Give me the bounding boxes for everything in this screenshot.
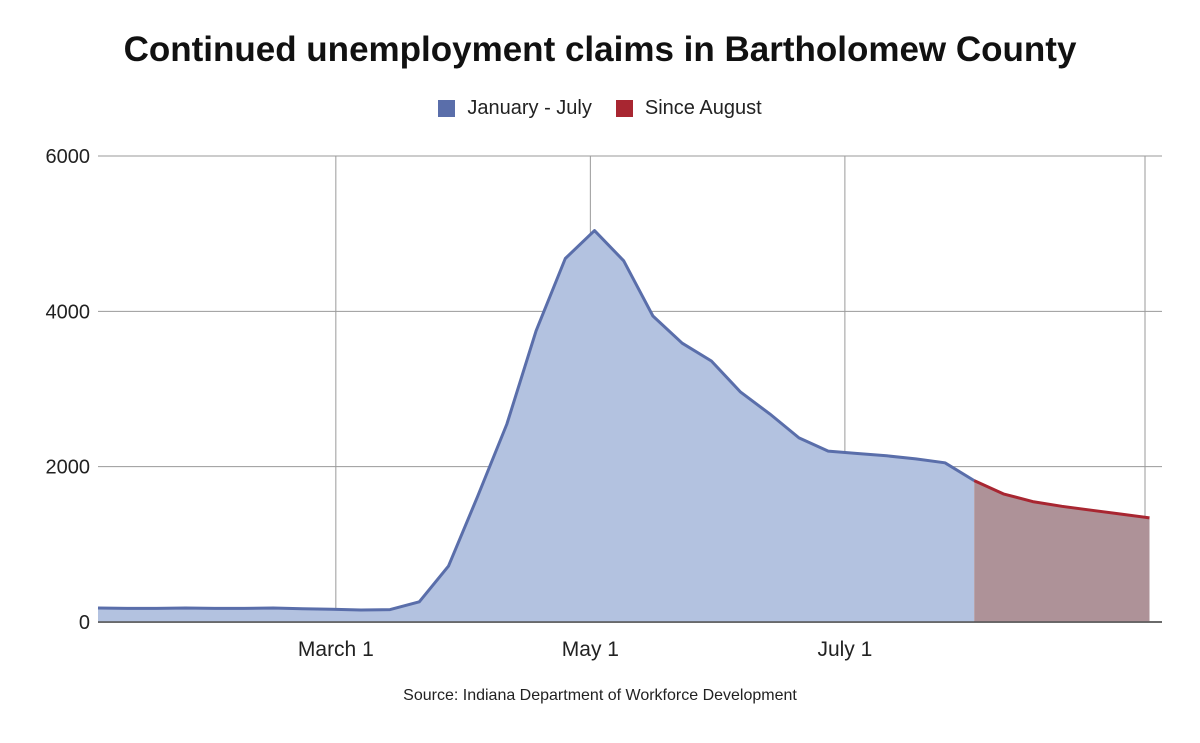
legend-swatch-since-august [615, 100, 633, 117]
legend-label-january-july: January - July [467, 97, 592, 119]
legend-label-since-august: Since August [644, 97, 762, 119]
y-tick-label-4000: 4000 [46, 301, 91, 323]
series-lines [97, 229, 1162, 623]
y-tick-label-2000: 2000 [46, 457, 91, 479]
legend-swatch-january-july [438, 100, 456, 117]
series-area-0 [98, 230, 975, 622]
legend: January - July Since August [0, 97, 1200, 120]
chart-title: Continued unemployment claims in Barthol… [123, 30, 1077, 69]
legend-item-since-august: Since August [615, 97, 762, 120]
y-tick-label-0: 0 [79, 612, 90, 634]
x-tick-label: March 1 [298, 638, 374, 661]
y-tick-label-6000: 6000 [46, 146, 91, 168]
series-areas [98, 230, 1150, 622]
x-tick-label: May 1 [562, 638, 619, 661]
series-area-1 [974, 480, 1150, 622]
series-line-1 [973, 479, 1150, 520]
x-tick-label: July 1 [817, 638, 872, 661]
y-axis-ticks: 0 2000 4000 6000 [46, 146, 91, 634]
source-note: Source: Indiana Department of Workforce … [403, 687, 797, 704]
legend-item-january-july: January - July [438, 97, 592, 120]
x-axis-ticks: March 1 May 1 July 1 [298, 638, 872, 661]
series-line-0 [97, 229, 975, 612]
